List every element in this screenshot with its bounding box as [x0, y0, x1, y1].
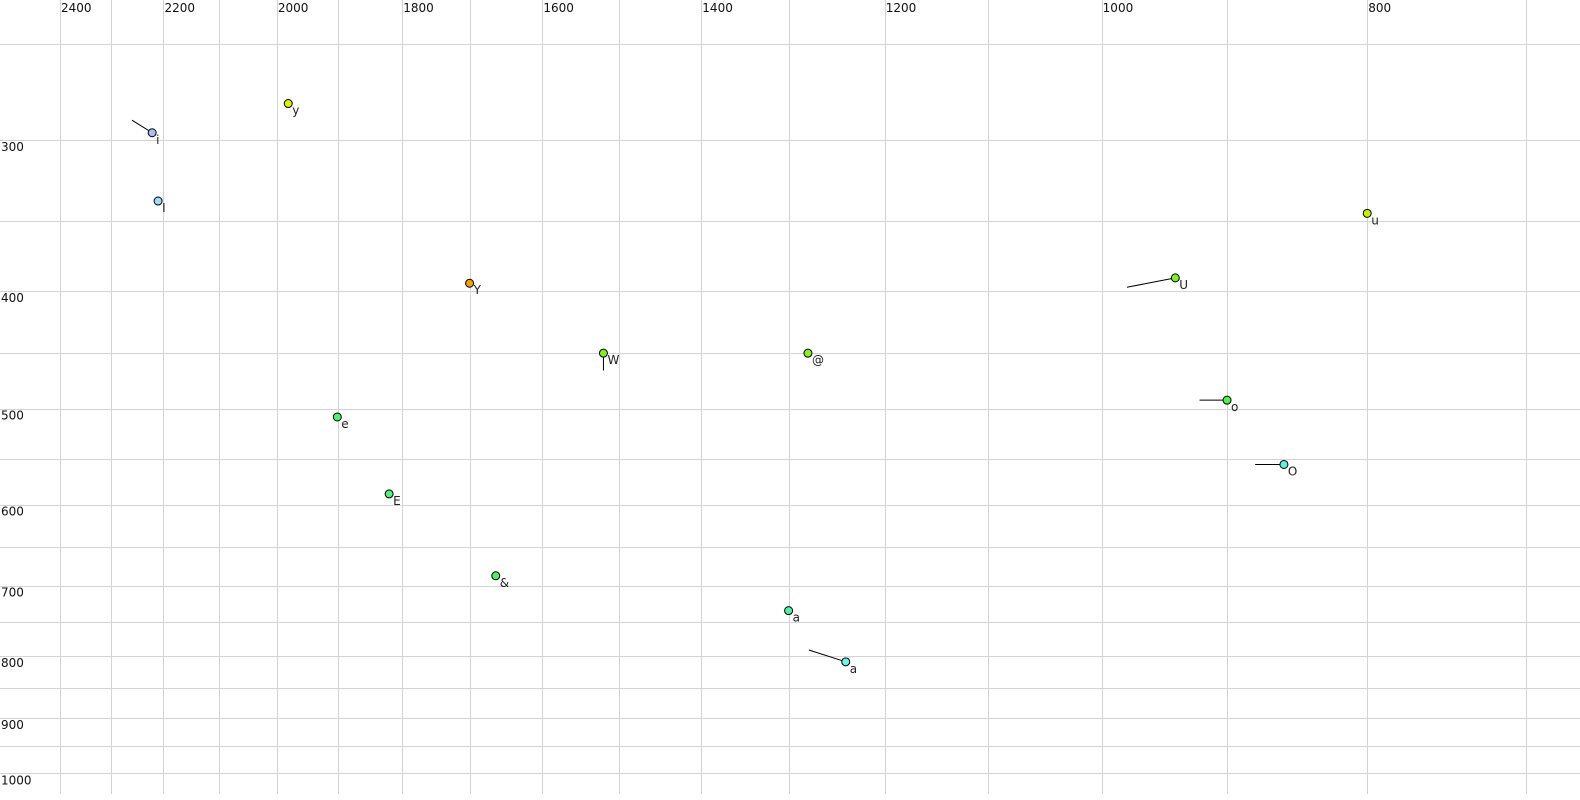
vowel-point-i: i — [131, 119, 160, 147]
point-label: y — [292, 104, 299, 118]
data-point — [332, 412, 342, 422]
vowel-point-W: W — [598, 348, 619, 371]
vowel-point-&: & — [491, 571, 509, 590]
x-tick-label: 2400 — [61, 1, 92, 15]
vowel-point-U: U — [1126, 273, 1188, 292]
trajectory-line — [1126, 277, 1176, 288]
x-tick-label: 800 — [1368, 1, 1391, 15]
vowel-point-e: e — [332, 412, 349, 431]
point-label: I — [162, 201, 166, 215]
x-tick-label: 1400 — [702, 1, 733, 15]
data-point — [803, 348, 813, 358]
vowel-point-Y: Y — [465, 278, 482, 297]
y-tick-label: 400 — [1, 291, 24, 305]
point-label: Y — [473, 283, 482, 297]
data-point — [784, 606, 794, 616]
vowel-point-a: a — [808, 649, 857, 676]
vowel-point-u: u — [1362, 208, 1379, 227]
point-label: o — [1231, 400, 1238, 414]
x-tick-label: 1000 — [1103, 1, 1134, 15]
data-point — [598, 348, 608, 358]
vowel-point-@: @ — [803, 348, 824, 367]
x-tick-label: 1200 — [886, 1, 917, 15]
x-tick-labels: 2400 2200 2000 1800 1600 1400 1200 1000 800 — [61, 1, 1391, 15]
y-tick-labels: 300 400 500 600 700 800 900 1000 — [1, 140, 32, 788]
point-label: i — [156, 133, 159, 147]
y-tick-label: 800 — [1, 656, 24, 670]
point-label: @ — [812, 353, 824, 367]
vertical-gridlines — [60, 0, 1527, 794]
y-tick-label: 500 — [1, 409, 24, 423]
point-label: u — [1371, 213, 1379, 227]
data-point — [465, 278, 475, 288]
point-label: & — [500, 576, 509, 590]
data-point — [1362, 208, 1372, 218]
point-label: a — [850, 662, 857, 676]
data-point — [384, 489, 394, 499]
data-point — [147, 128, 157, 138]
vowel-point-o: o — [1199, 395, 1238, 414]
point-label: U — [1179, 278, 1188, 292]
y-tick-label: 600 — [1, 505, 24, 519]
data-point — [153, 196, 163, 206]
point-label: e — [341, 417, 348, 431]
vowel-point-I: I — [153, 196, 166, 215]
point-label: E — [393, 494, 401, 508]
x-tick-label: 1600 — [543, 1, 574, 15]
point-label: O — [1288, 464, 1297, 478]
data-point — [1222, 395, 1232, 405]
data-points: i Iy Y W @ e E & a a Uu o O — [131, 99, 1379, 676]
horizontal-gridlines — [0, 44, 1580, 774]
data-point — [491, 571, 501, 581]
y-tick-label: 700 — [1, 586, 24, 600]
point-label: W — [607, 353, 619, 367]
vowel-point-E: E — [384, 489, 401, 508]
y-tick-label: 300 — [1, 140, 24, 154]
vowel-point-y: y — [283, 99, 299, 118]
x-tick-label: 2000 — [278, 1, 309, 15]
point-label: a — [793, 611, 800, 625]
data-point — [283, 99, 293, 109]
y-tick-label: 900 — [1, 718, 24, 732]
x-tick-label: 1800 — [403, 1, 434, 15]
data-point — [1170, 273, 1180, 283]
vowel-point-O: O — [1255, 459, 1297, 478]
y-tick-label: 1000 — [1, 773, 32, 787]
trajectory-line — [808, 649, 846, 663]
x-tick-label: 2200 — [164, 1, 195, 15]
data-point — [1279, 459, 1289, 469]
vowel-point-a: a — [784, 606, 800, 625]
data-point — [841, 657, 851, 667]
